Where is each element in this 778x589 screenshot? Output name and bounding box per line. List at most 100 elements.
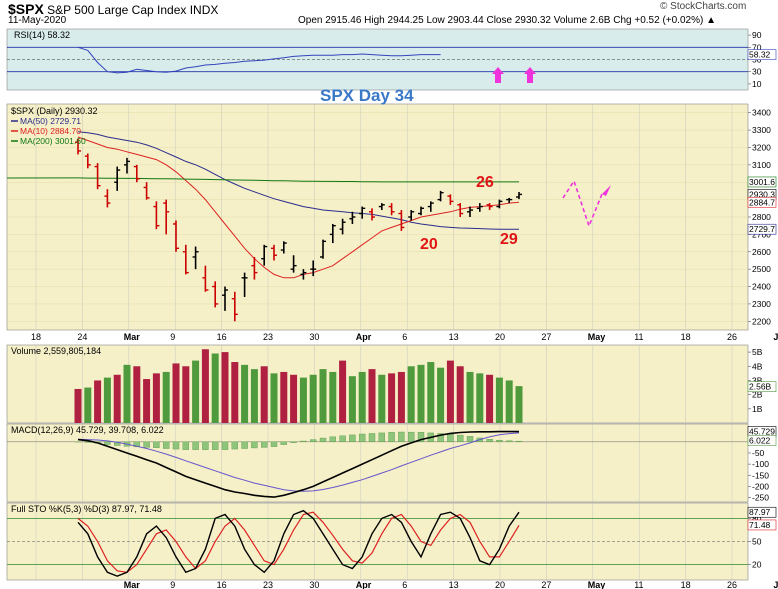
x-tick-label-bottom: May <box>588 580 606 589</box>
volume-bar <box>486 374 494 423</box>
volume-bar <box>241 364 249 423</box>
sto-axis-tick-label: 80 <box>752 513 762 523</box>
label-20: 20 <box>420 236 438 253</box>
volume-bar <box>407 366 415 423</box>
macd-line <box>77 430 519 498</box>
x-tick-label: May <box>588 332 606 342</box>
sto-k-last-label-box <box>747 506 777 518</box>
macd-histogram-bar <box>486 439 493 443</box>
volume-bar <box>192 360 200 423</box>
macd-histogram-bar <box>515 440 523 443</box>
volume-bar <box>466 371 474 423</box>
ma-line-1 <box>77 136 520 279</box>
volume-last-label-box <box>747 381 777 392</box>
x-tick-label: Apr <box>356 332 372 342</box>
macd-histogram-bar <box>437 433 444 443</box>
rsi-axis-tick-label: 30 <box>752 67 762 77</box>
macd-histogram-bar <box>182 441 190 450</box>
macd-axis-tick-label: -100 <box>752 459 769 469</box>
macd-histogram-bar <box>192 441 199 450</box>
x-tick-label: 24 <box>77 332 87 342</box>
volume-last-label: 2.56B <box>749 382 772 392</box>
label-29: 29 <box>500 231 518 248</box>
price-axis-tick-label: 3400 <box>752 108 771 118</box>
price-axis-tick-label: 3300 <box>752 125 771 135</box>
volume-bar <box>94 380 102 423</box>
macd-legend: MACD(12,26,9) 45.729, 39.708, 6.022 <box>11 425 164 435</box>
volume-axis-tick-label: 3B <box>752 375 763 385</box>
volume-bar <box>172 363 180 423</box>
price-last-label-box <box>747 196 777 208</box>
x-tick-label: 16 <box>217 332 227 342</box>
x-tick-label-bottom: 18 <box>681 580 691 589</box>
volume-axis-tick-label: 2B <box>752 390 763 400</box>
x-tick-label: 30 <box>309 332 319 342</box>
ma-legend-2: MA(200) 3001.60 <box>20 136 86 146</box>
volume-bar <box>201 349 209 423</box>
volume-bar <box>133 366 141 423</box>
x-tick-label-bottom: 11 <box>634 580 643 589</box>
sto-legend: Full STO %K(5,3) %D(3) 87.97, 71.48 <box>11 504 162 514</box>
price-last-label-box <box>747 176 777 188</box>
volume-bar <box>456 366 464 423</box>
macd-histogram-bar <box>231 441 239 450</box>
x-tick-label: 20 <box>495 332 505 342</box>
rsi-last-label-box <box>747 49 777 60</box>
volume-bar <box>319 369 327 423</box>
volume-bar <box>427 362 435 423</box>
macd-histogram-bar <box>221 441 229 450</box>
volume-bar <box>515 386 523 423</box>
volume-axis-tick-label: 1B <box>752 404 763 414</box>
sto-d-last-label-box <box>747 519 777 531</box>
copyright: © StockCharts.com <box>660 1 747 12</box>
volume-bar <box>260 366 268 423</box>
volume-legend: Volume 2,559,805,184 <box>11 346 101 356</box>
macd-histogram-bar <box>349 434 356 443</box>
x-tick-label-bottom: 16 <box>217 580 227 589</box>
macd-histogram-bar <box>447 434 454 443</box>
x-tick-label: 26 <box>727 332 737 342</box>
macd-histogram-bar <box>162 441 170 449</box>
volume-bar <box>446 360 454 423</box>
volume-bar <box>339 360 347 423</box>
volume-bar <box>397 371 405 423</box>
x-tick-label: 18 <box>31 332 41 342</box>
x-tick-label: 23 <box>263 332 273 342</box>
macd-histogram-bar <box>466 436 474 443</box>
macd-histogram-bar <box>398 431 405 443</box>
macd-histogram-bar <box>339 435 346 443</box>
chart-date: 11-May-2020 <box>8 15 67 26</box>
rsi-axis-tick-label: 70 <box>752 42 762 52</box>
x-tick-label-bottom: 20 <box>495 580 505 589</box>
x-tick-label-bottom: 30 <box>309 580 319 589</box>
macd-histogram-bar <box>241 441 248 449</box>
macd-histogram-bar <box>378 432 385 443</box>
price-last-label: 2884.7 <box>749 197 775 207</box>
price-axis-tick-label: 3100 <box>752 160 771 170</box>
volume-bar <box>162 371 170 423</box>
x-tick-label: 11 <box>634 332 643 342</box>
volume-bar <box>505 380 513 423</box>
macd-histogram-bar <box>133 441 141 448</box>
volume-bar <box>152 373 160 423</box>
volume-bar <box>368 369 376 423</box>
macd-histogram-bar <box>329 436 336 443</box>
x-tick-label: 9 <box>170 332 175 342</box>
macd-histogram-bar <box>270 441 278 447</box>
price-axis-tick-label: 2600 <box>752 247 771 257</box>
volume-axis-tick-label: 4B <box>752 361 763 371</box>
macd-histogram-bar <box>290 441 297 443</box>
sto-k-last-label: 87.97 <box>749 507 771 517</box>
price-axis-tick-label: 3200 <box>752 142 771 152</box>
macd-histogram-bar <box>368 433 376 443</box>
macd-histogram-bar <box>261 441 268 448</box>
ma-legend-0: MA(50) 2729.71 <box>20 116 81 126</box>
macd-hist-last-label-box <box>747 435 777 446</box>
x-tick-label-bottom: 9 <box>170 580 175 589</box>
chart-title: $SPX S&P 500 Large Cap Index INDX <box>8 1 218 17</box>
volume-bar <box>348 376 356 423</box>
x-tick-label-bottom: 13 <box>449 580 459 589</box>
volume-bar <box>103 377 111 423</box>
macd-histogram-bar <box>457 434 464 443</box>
price-axis-tick-label: 2300 <box>752 299 771 309</box>
